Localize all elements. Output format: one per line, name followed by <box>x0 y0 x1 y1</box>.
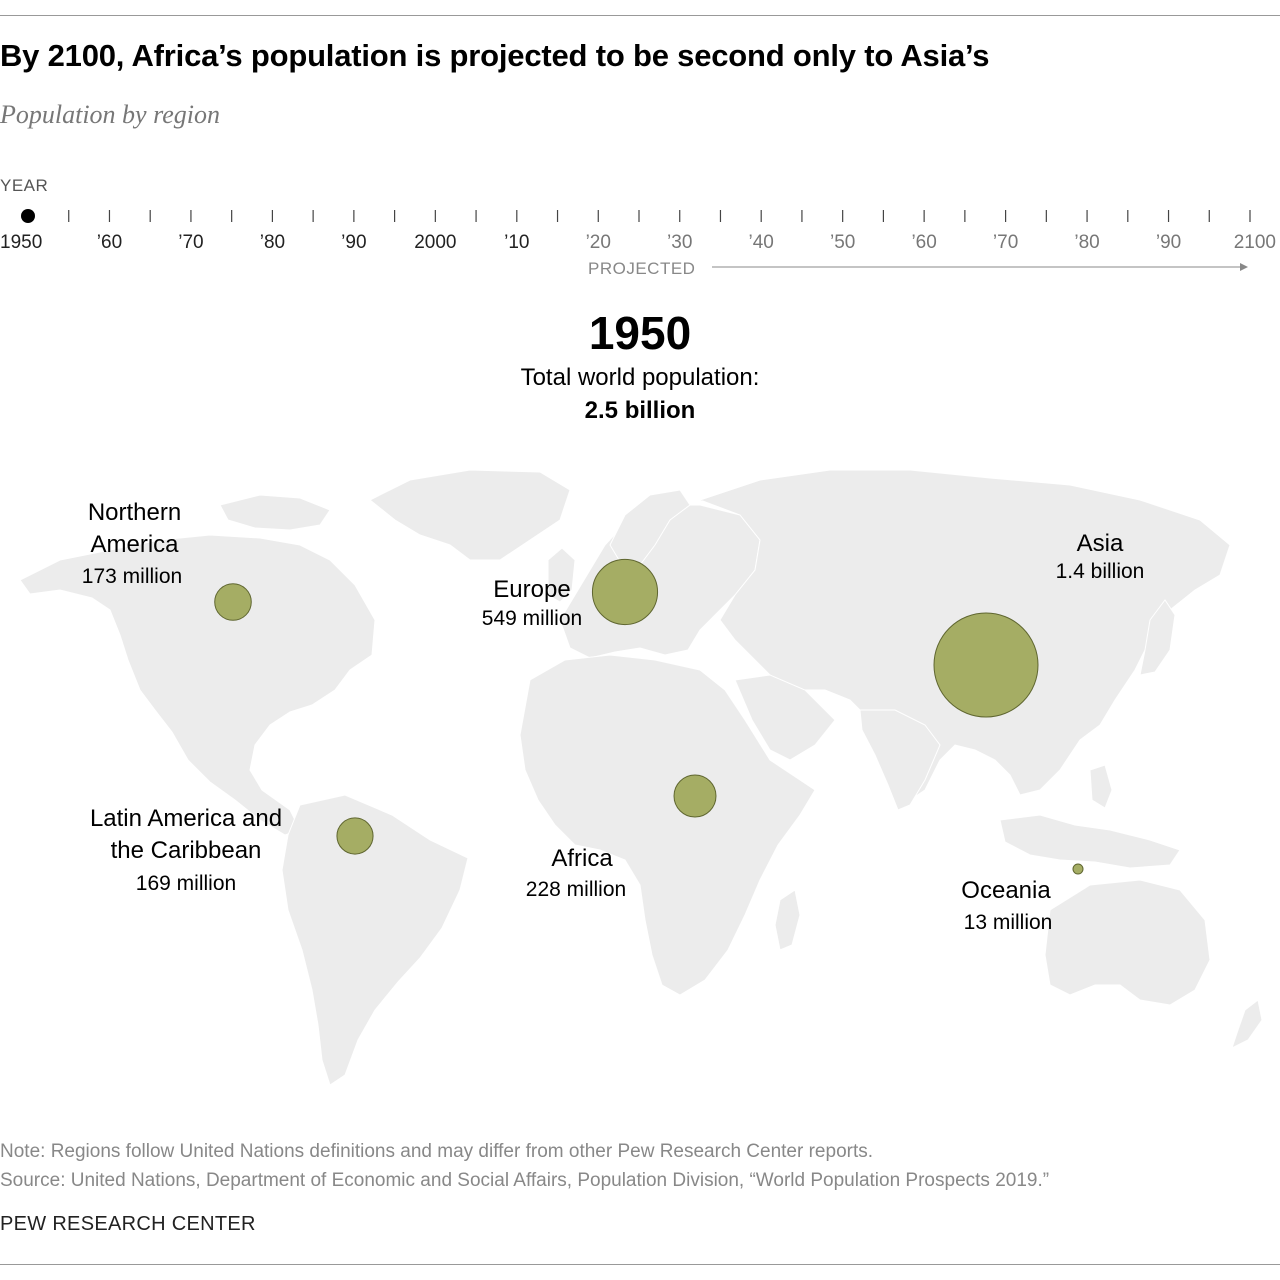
timeline-tick-label-1950[interactable]: 1950 <box>0 232 42 253</box>
land-masses <box>19 469 1263 1086</box>
timeline-selected-marker[interactable] <box>21 209 35 223</box>
north-america <box>19 534 376 836</box>
chart-title: By 2100, Africa’s population is projecte… <box>0 38 990 73</box>
region-value-europe: 549 million <box>481 607 583 630</box>
population-bubbles <box>214 558 1084 875</box>
timeline-tick-label-2040[interactable]: ’40 <box>749 232 774 253</box>
arctic-archipelago <box>219 494 331 531</box>
chart-note: Note: Regions follow United Nations defi… <box>0 1141 874 1162</box>
timeline-tick-label-2090[interactable]: ’90 <box>1156 232 1181 253</box>
region-name-asia: Asia <box>1076 530 1124 557</box>
region-name-oceania: Oceania <box>961 877 1051 904</box>
region-name-europe: Europe <box>493 576 571 603</box>
world-map <box>19 469 1263 1086</box>
timeline-tick-label-1970[interactable]: ’70 <box>178 232 203 253</box>
british-isles <box>547 547 576 603</box>
projected-arrow-head <box>1240 263 1248 271</box>
timeline-tick-label-1960[interactable]: ’60 <box>97 232 122 253</box>
timeline-tick-label-2080[interactable]: ’80 <box>1074 232 1099 253</box>
timeline-tick-label-2060[interactable]: ’60 <box>911 232 936 253</box>
year-timeline-slider[interactable]: 1950 ’60 ’70 ’80 ’90 2000 ’10 ’20 ’30 ’40 ’50 ’60 ’7… <box>0 196 1280 286</box>
top-rule <box>0 15 1280 16</box>
selected-year: 1950 <box>588 307 692 359</box>
africa <box>519 654 816 996</box>
bubble-europe <box>591 558 659 626</box>
southeast-asia-islands <box>999 814 1181 869</box>
bubble-northern-america <box>214 583 252 621</box>
japan <box>1139 599 1176 676</box>
region-value-africa: 228 million <box>525 878 627 901</box>
indian-subcontinent <box>859 709 941 811</box>
madagascar <box>774 889 801 951</box>
chart-subtitle: Population by region <box>0 100 221 129</box>
chart-source: Source: United Nations, Department of Ec… <box>0 1170 1050 1191</box>
region-value-oceania: 13 million <box>963 911 1053 934</box>
region-name-latin-america: Latin America and the Caribbean <box>89 805 283 864</box>
timeline-tick-label-2030[interactable]: ’30 <box>667 232 692 253</box>
new-zealand <box>1231 999 1263 1049</box>
total-population-label: Total world population: <box>520 364 760 391</box>
timeline-tick-label-1980[interactable]: ’80 <box>260 232 285 253</box>
region-value-latin-america: 169 million <box>135 872 237 895</box>
brand-footer: PEW RESEARCH CENTER <box>0 1213 256 1235</box>
timeline-tick-label-2010[interactable]: ’10 <box>504 232 529 253</box>
bubble-latin-america-and-the-caribbean <box>336 817 374 855</box>
region-value-asia: 1.4 billion <box>1055 560 1145 583</box>
bubble-asia <box>933 612 1039 718</box>
year-axis-label: YEAR <box>0 176 49 195</box>
timeline-tick-label-2070[interactable]: ’70 <box>993 232 1018 253</box>
arabian-peninsula <box>734 674 836 761</box>
australia <box>1044 879 1211 1006</box>
projected-label: PROJECTED <box>588 259 695 278</box>
south-america <box>281 794 469 1086</box>
total-population-value: 2.5 billion <box>584 397 696 424</box>
philippines <box>1089 764 1113 809</box>
greenland <box>369 469 571 561</box>
timeline-tick-label-2050[interactable]: ’50 <box>830 232 855 253</box>
timeline-tick-label-2000[interactable]: 2000 <box>414 232 456 253</box>
region-name-africa: Africa <box>551 845 613 872</box>
region-name-northern-america: Northern America <box>87 499 182 558</box>
bubble-africa <box>673 774 717 818</box>
bottom-rule <box>0 1264 1280 1265</box>
timeline-tick-label-2020[interactable]: ’20 <box>586 232 611 253</box>
region-value-northern-america: 173 million <box>81 565 183 588</box>
bubble-oceania <box>1072 863 1084 875</box>
timeline-tick-label-2100[interactable]: 2100 <box>1234 232 1276 253</box>
timeline-tick-label-1990[interactable]: ’90 <box>341 232 366 253</box>
